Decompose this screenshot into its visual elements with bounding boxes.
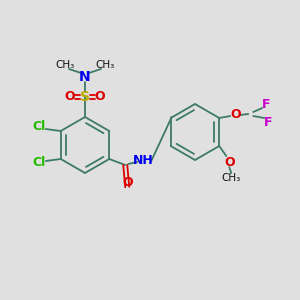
Text: N: N xyxy=(79,70,91,84)
Text: O: O xyxy=(224,155,235,169)
Text: NH: NH xyxy=(133,154,154,167)
Text: CH₃: CH₃ xyxy=(56,60,75,70)
Text: CH₃: CH₃ xyxy=(222,173,241,183)
Text: O: O xyxy=(65,91,75,103)
Text: F: F xyxy=(264,116,272,128)
Text: O: O xyxy=(122,176,133,188)
Text: Cl: Cl xyxy=(32,121,45,134)
Text: CH₃: CH₃ xyxy=(95,60,115,70)
Text: F: F xyxy=(262,98,271,110)
Text: O: O xyxy=(230,109,241,122)
Text: O: O xyxy=(95,91,105,103)
Text: S: S xyxy=(80,90,90,104)
Text: Cl: Cl xyxy=(32,157,45,169)
